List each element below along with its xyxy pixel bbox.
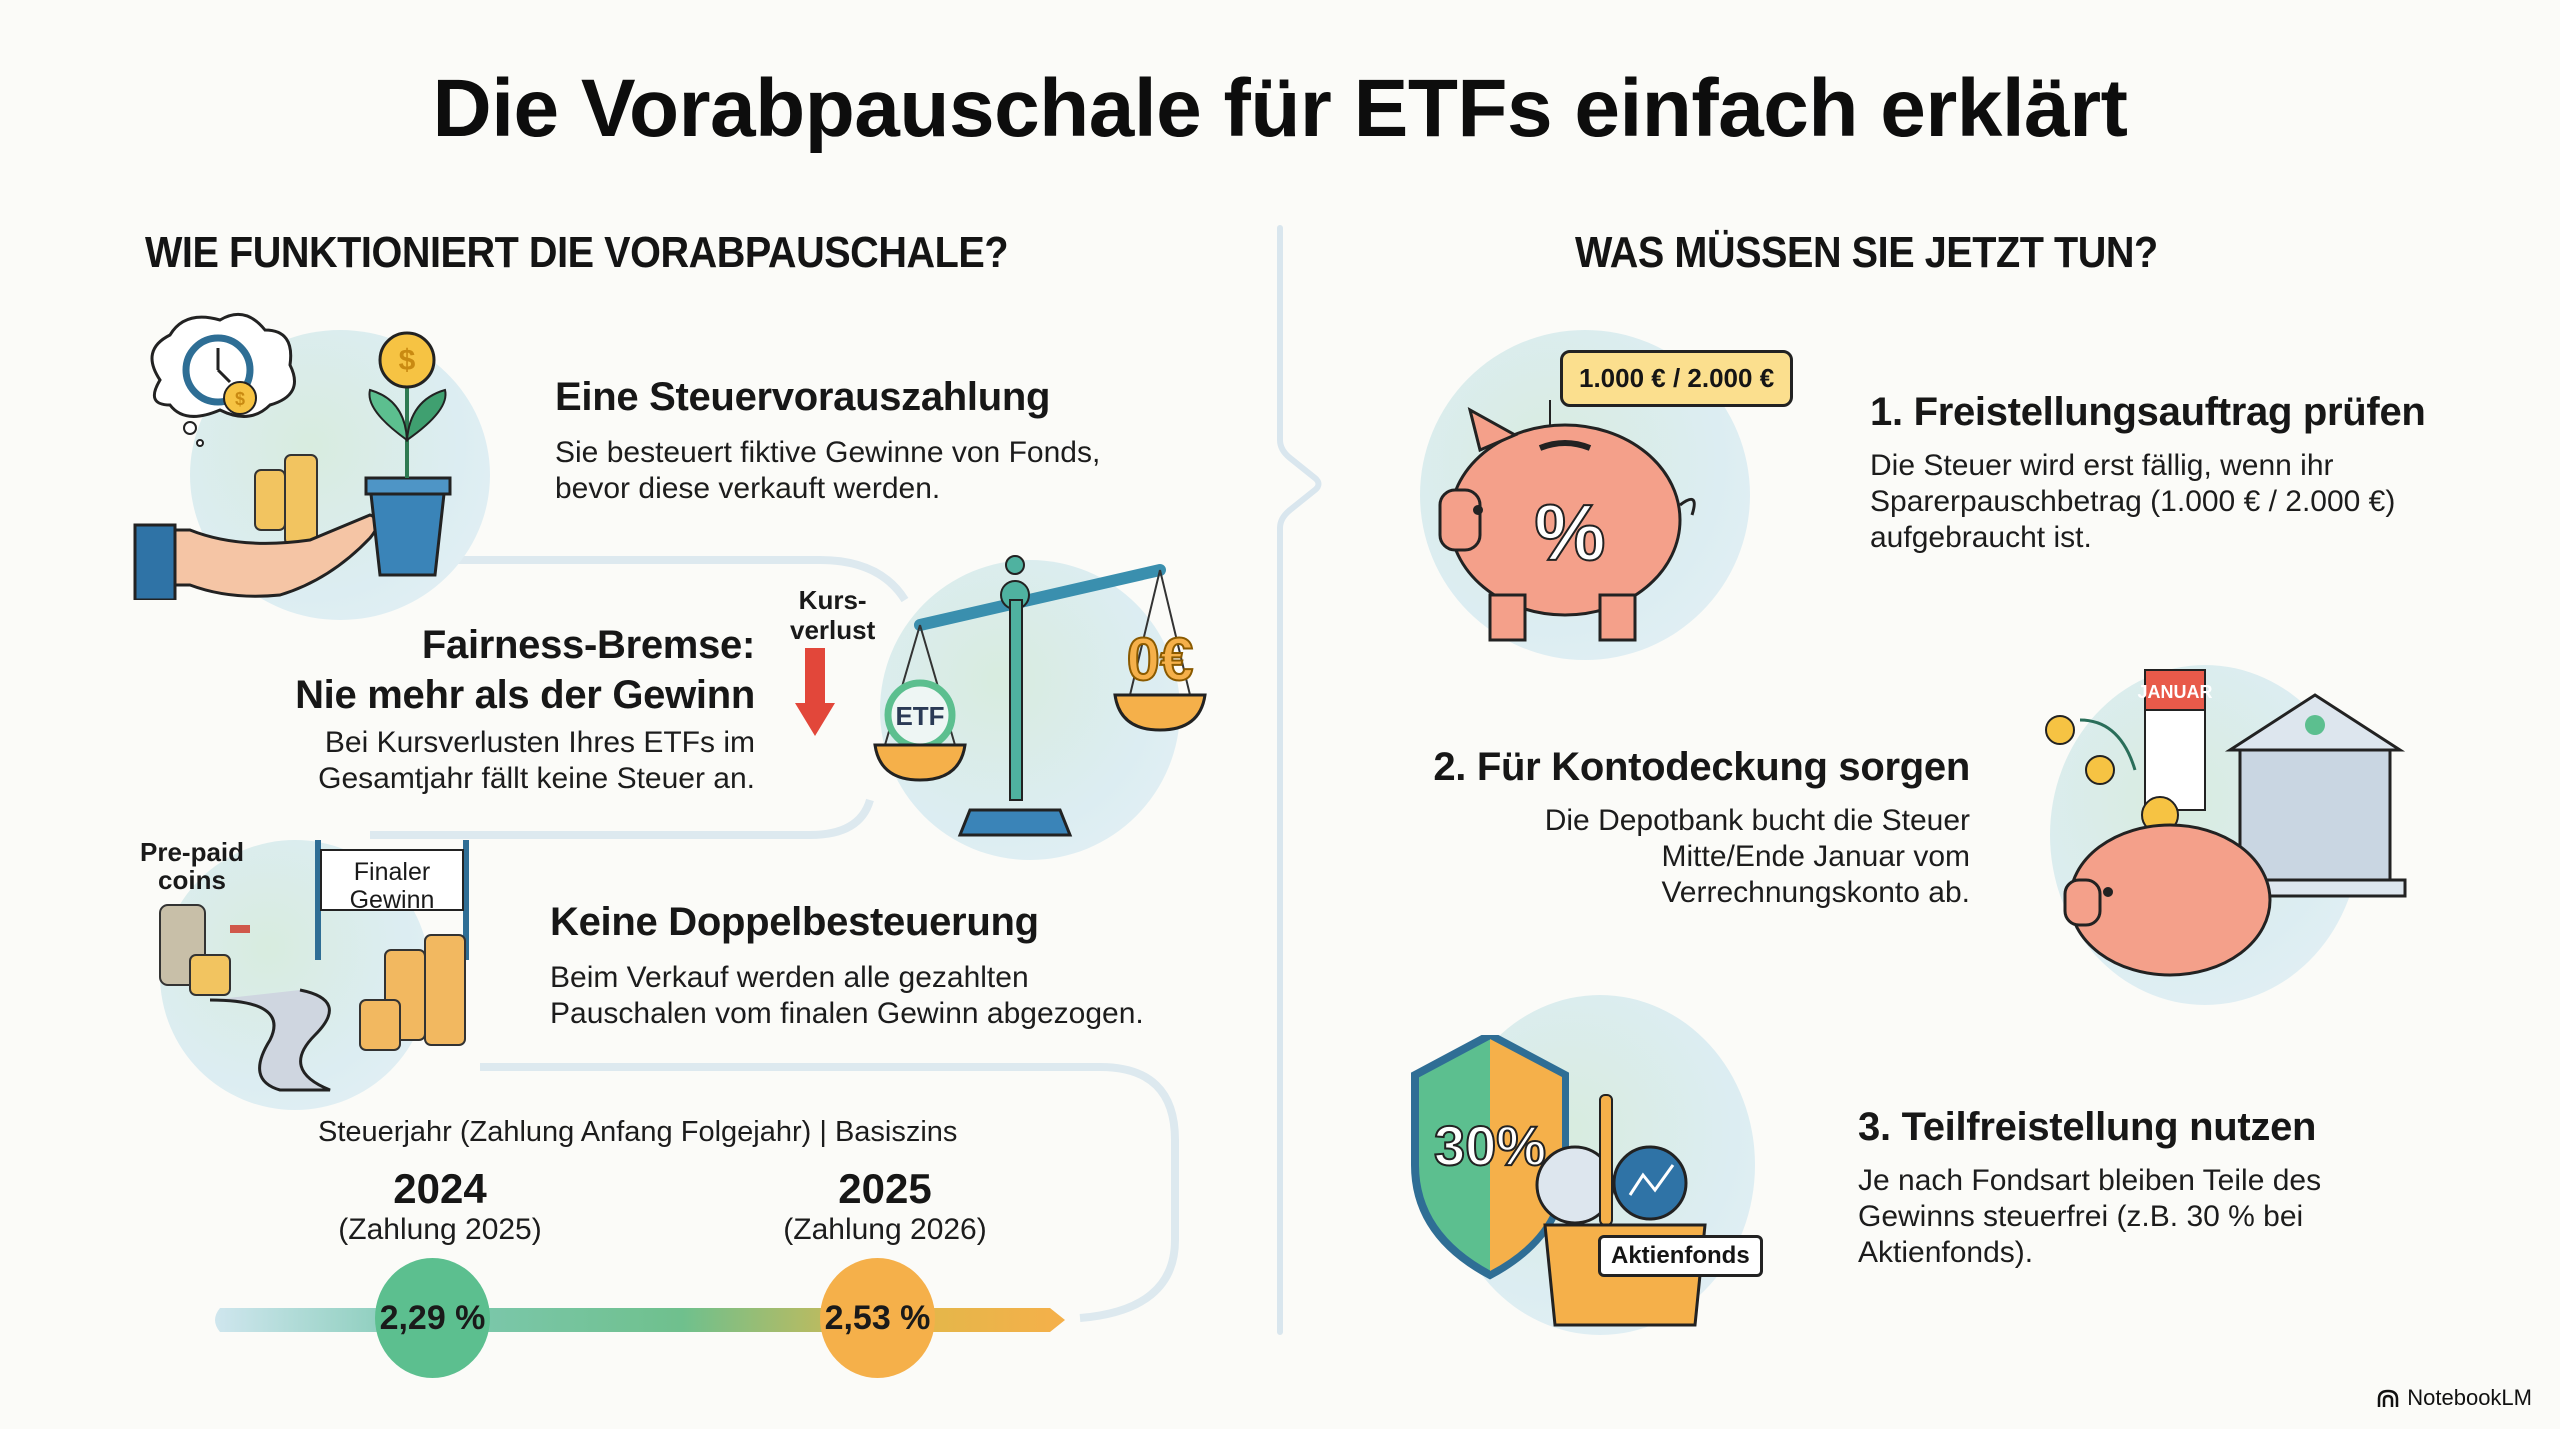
desc-line: Verrechnungskonto ab.	[1661, 876, 1970, 909]
item-desc-fairness: Bei Kursverlusten Ihres ETFs im Gesamtja…	[230, 725, 755, 797]
etf-label: ETF	[895, 701, 944, 731]
year-label: 2024	[393, 1165, 487, 1212]
item-title-teilfreistellung: 3. Teilfreistellung nutzen	[1858, 1105, 2317, 1149]
title-line: Fairness-Bremse:	[421, 623, 755, 667]
rate-2025-badge: 2,53 %	[820, 1258, 935, 1378]
desc-line: Sie besteuert fiktive Gewinne von Fonds,	[555, 436, 1101, 469]
bank-calendar-piggy-icon: JANUAR	[2045, 669, 2407, 977]
desc-line: Die Steuer wird erst fällig, wenn ihr	[1870, 449, 2334, 482]
payment-label: (Zahlung 2026)	[783, 1213, 987, 1246]
item-title-doppelbesteuerung: Keine Doppelbesteuerung	[550, 900, 1039, 944]
item-desc-steuervorauszahlung: Sie besteuert fiktive Gewinne von Fonds,…	[555, 435, 1100, 507]
piggy-bank-percent-icon: %	[1438, 400, 1696, 642]
desc-line: Pauschalen vom finalen Gewinn abgezogen.	[550, 997, 1144, 1030]
label-line: coins	[158, 865, 226, 895]
desc-line: Gesamtjahr fällt keine Steuer an.	[318, 762, 755, 795]
svg-text:%: %	[1534, 488, 1605, 577]
shield-basket-icon: 30%	[1411, 1035, 1707, 1327]
item-title-freistellungsauftrag: 1. Freistellungsauftrag prüfen	[1870, 390, 2426, 434]
desc-line: Aktienfonds).	[1858, 1236, 2034, 1269]
label-line: Pre-paid	[140, 837, 245, 867]
brand-watermark: NotebookLM	[2377, 1385, 2532, 1411]
desc-line: Je nach Fondsart bleiben Teile des	[1858, 1164, 2322, 1197]
prepaid-coins-label: Pre-paid coins	[140, 838, 244, 894]
rate-2024-badge: 2,29 %	[375, 1258, 490, 1378]
svg-text:$: $	[399, 344, 416, 377]
basket-label: Aktienfonds	[1598, 1235, 1763, 1277]
timeline-bar	[215, 1308, 1065, 1332]
desc-line: Beim Verkauf werden alle gezahlten	[550, 961, 1029, 994]
brand-name: NotebookLM	[2407, 1385, 2532, 1410]
title-line: Nie mehr als der Gewinn	[295, 673, 755, 717]
label-line: Gewinn	[349, 886, 435, 914]
right-section-heading: WAS MÜSSEN SIE JETZT TUN?	[1575, 228, 2158, 277]
desc-line: Bei Kursverlusten Ihres ETFs im	[324, 726, 755, 759]
notebooklm-logo-icon	[2378, 1389, 2399, 1407]
item-desc-freistellungsauftrag: Die Steuer wird erst fällig, wenn ihr Sp…	[1870, 448, 2395, 556]
road-coins-icon	[159, 840, 469, 1092]
desc-line: Sparerpauschbetrag (1.000 € / 2.000 €)	[1870, 485, 2396, 518]
item-desc-teilfreistellung: Je nach Fondsart bleiben Teile des Gewin…	[1858, 1163, 2321, 1271]
item-title-fairness: Fairness-Bremse: Nie mehr als der Gewinn	[230, 620, 755, 720]
page-title: Die Vorabpauschale für ETFs einfach erkl…	[432, 63, 2128, 154]
payment-label: (Zahlung 2025)	[338, 1213, 542, 1246]
desc-line: bevor diese verkauft werden.	[555, 472, 941, 505]
svg-text:$: $	[235, 389, 245, 409]
scale-icon: ETF 0€	[873, 555, 1207, 837]
timeline-entry-2025: 2025 (Zahlung 2026)	[745, 1165, 1025, 1247]
item-desc-kontodeckung: Die Depotbank bucht die Steuer Mitte/End…	[1420, 803, 1970, 911]
label-line: Finaler	[353, 858, 431, 886]
hand-coins-plant-icon: $ $	[133, 312, 452, 600]
final-gain-sign: Finaler Gewinn	[322, 858, 462, 914]
timeline-header: Steuerjahr (Zahlung Anfang Folgejahr) | …	[318, 1116, 958, 1148]
item-title-steuervorauszahlung: Eine Steuervorauszahlung	[555, 375, 1051, 419]
arrow-down-icon	[795, 648, 835, 736]
label-line: verlust	[790, 615, 876, 645]
desc-line: Die Depotbank bucht die Steuer	[1544, 804, 1970, 837]
item-title-kontodeckung: 2. Für Kontodeckung sorgen	[1433, 745, 1970, 789]
left-section-heading: WIE FUNKTIONIERT DIE VORABPAUSCHALE?	[145, 228, 1009, 277]
zero-euro-label: 0€	[1127, 626, 1194, 693]
center-divider	[1277, 225, 1322, 1335]
flow-connector	[370, 556, 1179, 1322]
kursverlust-label: Kurs- verlust	[790, 585, 875, 645]
timeline-entry-2024: 2024 (Zahlung 2025)	[300, 1165, 580, 1247]
calendar-month-label: JANUAR	[2137, 682, 2212, 702]
allowance-bubble: 1.000 € / 2.000 €	[1560, 350, 1794, 407]
item-desc-doppelbesteuerung: Beim Verkauf werden alle gezahlten Pausc…	[550, 960, 1144, 1032]
year-label: 2025	[838, 1165, 932, 1212]
shield-percent-label: 30%	[1434, 1114, 1546, 1177]
desc-line: aufgebraucht ist.	[1870, 521, 2092, 554]
label-line: Kurs-	[798, 585, 867, 615]
desc-line: Mitte/Ende Januar vom	[1661, 840, 1970, 873]
desc-line: Gewinns steuerfrei (z.B. 30 % bei	[1858, 1200, 2304, 1233]
